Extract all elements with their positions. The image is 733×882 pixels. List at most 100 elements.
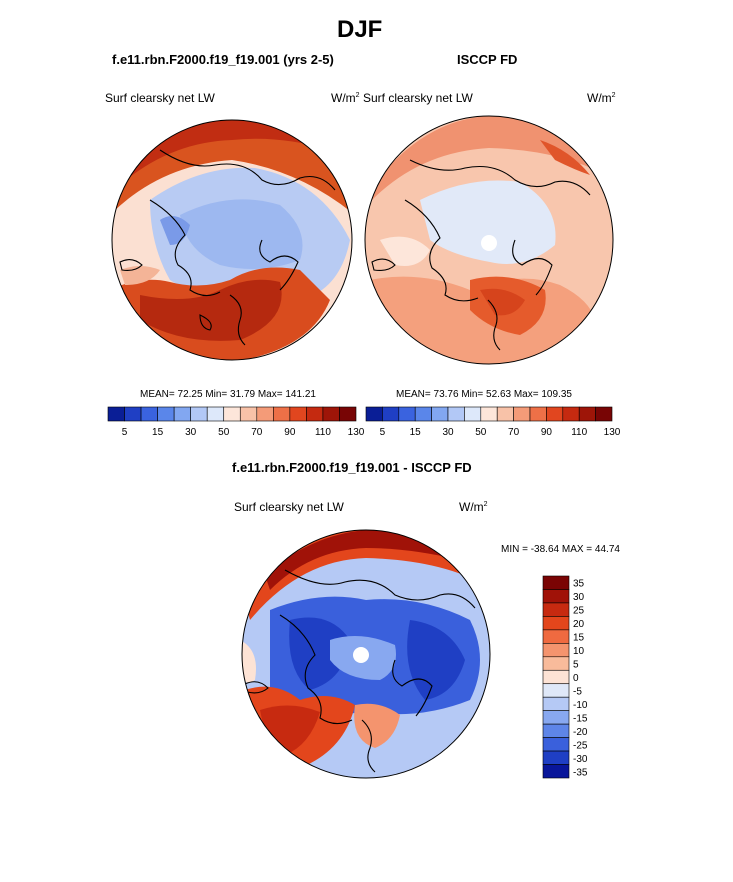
difference-stats: MIN = -38.64 MAX = 44.74 bbox=[501, 544, 620, 555]
colorbar-tick-label: 5 bbox=[573, 660, 579, 671]
colorbar-swatch bbox=[464, 406, 482, 422]
panel-right-stats: MEAN= 73.76 Min= 52.63 Max= 109.35 bbox=[396, 389, 572, 400]
colorbar-swatch bbox=[223, 406, 241, 422]
panel-left-units: W/m2 bbox=[331, 91, 360, 105]
colorbar-swatch bbox=[322, 406, 340, 422]
units-base: W/m bbox=[459, 500, 484, 514]
colorbar-tick-label: 130 bbox=[604, 427, 621, 438]
colorbar-tick-label: 20 bbox=[573, 619, 585, 630]
colorbar-swatch bbox=[542, 629, 570, 644]
difference-field-label: Surf clearsky net LW bbox=[234, 500, 344, 514]
colorbar-tick-label: 5 bbox=[380, 427, 386, 438]
colorbar-tick-label: 30 bbox=[442, 427, 454, 438]
colorbar-swatch bbox=[431, 406, 449, 422]
colorbar-swatch bbox=[542, 589, 570, 604]
colorbar-swatch bbox=[542, 616, 570, 631]
colorbar-swatch bbox=[289, 406, 307, 422]
colorbar-difference: 35 30 25 20 15 10 5 0 -5 -10 -15 -20 -25 -30 -35 bbox=[542, 575, 588, 779]
colorbar-tick-label: 50 bbox=[475, 427, 487, 438]
panel-left-title: f.e11.rbn.F2000.f19_f19.001 (yrs 2-5) bbox=[112, 52, 334, 67]
units-base: W/m bbox=[331, 91, 356, 105]
colorbar-tick-label: -35 bbox=[573, 767, 588, 778]
colorbar-swatch bbox=[542, 723, 570, 738]
colorbar-swatch bbox=[542, 764, 570, 779]
units-exponent: 2 bbox=[611, 92, 616, 99]
colorbar-tick-label: -5 bbox=[573, 686, 582, 697]
colorbar-swatch bbox=[414, 406, 432, 422]
colorbar-swatch bbox=[542, 710, 570, 725]
units-exponent: 2 bbox=[355, 92, 360, 99]
colorbar-swatch bbox=[157, 406, 175, 422]
colorbar-swatch bbox=[206, 406, 225, 422]
colorbar-swatch bbox=[542, 575, 570, 590]
colorbar-swatch bbox=[447, 406, 465, 422]
map-difference bbox=[241, 529, 491, 779]
panel-left-field-label: Surf clearsky net LW bbox=[105, 91, 215, 105]
colorbar-swatch bbox=[542, 656, 570, 671]
colorbar-swatch bbox=[542, 602, 570, 617]
colorbar-swatch bbox=[273, 406, 291, 422]
colorbar-swatch bbox=[496, 406, 514, 422]
colorbar-model: 5 15 30 50 70 90 110 130 bbox=[107, 406, 365, 438]
colorbar-swatch bbox=[365, 406, 383, 422]
colorbar-tick-label: 15 bbox=[152, 427, 164, 438]
colorbar-swatch bbox=[124, 406, 142, 422]
colorbar-swatch bbox=[578, 406, 596, 422]
colorbar-swatch bbox=[513, 406, 531, 422]
colorbar-tick-label: 5 bbox=[122, 427, 128, 438]
colorbar-swatch bbox=[173, 406, 191, 422]
colorbar-swatch bbox=[562, 406, 580, 422]
panel-right-title: ISCCP FD bbox=[457, 52, 518, 67]
colorbar-tick-label: 30 bbox=[185, 427, 197, 438]
units-base: W/m bbox=[587, 91, 612, 105]
colorbar-tick-label: 110 bbox=[315, 427, 331, 438]
units-exponent: 2 bbox=[483, 501, 488, 508]
colorbar-tick-label: -15 bbox=[573, 713, 588, 724]
colorbar-tick-label: 35 bbox=[573, 579, 585, 590]
colorbar-swatch bbox=[339, 406, 357, 422]
colorbar-swatch bbox=[542, 750, 570, 765]
panel-right-field-label: Surf clearsky net LW bbox=[363, 91, 473, 105]
colorbar-swatch bbox=[546, 406, 564, 422]
colorbar-tick-label: 50 bbox=[218, 427, 230, 438]
colorbar-swatch bbox=[542, 683, 570, 698]
colorbar-tick-label: 10 bbox=[573, 646, 585, 657]
colorbar-tick-label: -20 bbox=[573, 727, 588, 738]
colorbar-tick-label: 30 bbox=[573, 592, 585, 603]
colorbar-tick-label: 15 bbox=[410, 427, 422, 438]
map-model bbox=[111, 119, 353, 361]
colorbar-swatch bbox=[382, 406, 400, 422]
colorbar-swatch bbox=[542, 696, 570, 711]
colorbar-swatch bbox=[542, 737, 570, 752]
colorbar-swatch bbox=[529, 406, 547, 422]
colorbar-swatch bbox=[190, 406, 208, 422]
difference-title: f.e11.rbn.F2000.f19_f19.001 - ISCCP FD bbox=[232, 460, 472, 475]
colorbar-tick-label: -10 bbox=[573, 700, 588, 711]
pole-hole bbox=[353, 647, 369, 663]
colorbar-swatch bbox=[306, 406, 324, 422]
page-title: DJF bbox=[337, 16, 383, 43]
colorbar-tick-label: 110 bbox=[571, 427, 587, 438]
colorbar-swatch bbox=[239, 406, 258, 422]
colorbar-swatch bbox=[107, 406, 125, 422]
colorbar-swatch bbox=[542, 643, 570, 658]
colorbar-tick-label: 70 bbox=[508, 427, 520, 438]
colorbar-swatch bbox=[595, 406, 613, 422]
map-isccp bbox=[364, 115, 614, 365]
panel-left-stats: MEAN= 72.25 Min= 31.79 Max= 141.21 bbox=[140, 389, 316, 400]
colorbar-tick-label: 25 bbox=[573, 606, 585, 617]
colorbar-tick-label: 130 bbox=[348, 427, 365, 438]
colorbar-tick-label: 90 bbox=[284, 427, 296, 438]
colorbar-swatch bbox=[398, 406, 416, 422]
colorbar-swatch bbox=[542, 669, 570, 685]
panel-right-units: W/m2 bbox=[587, 91, 616, 105]
colorbar-swatch bbox=[140, 406, 158, 422]
colorbar-tick-label: 0 bbox=[573, 673, 579, 684]
colorbar-swatch bbox=[480, 406, 498, 422]
colorbar-tick-label: -25 bbox=[573, 740, 588, 751]
colorbar-swatch bbox=[256, 406, 274, 422]
pole-hole bbox=[481, 235, 497, 251]
colorbar-isccp: 5 15 30 50 70 90 110 130 bbox=[365, 406, 621, 438]
colorbar-tick-label: -30 bbox=[573, 754, 588, 765]
